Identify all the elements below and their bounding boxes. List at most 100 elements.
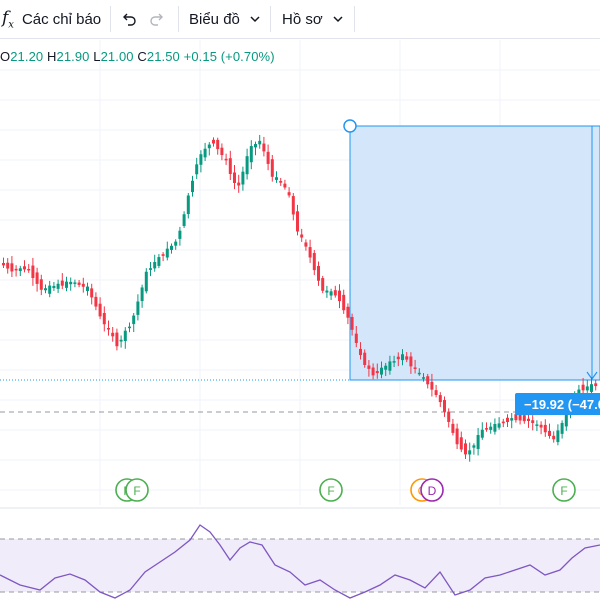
candle-body — [359, 348, 362, 356]
candle-body — [577, 389, 581, 397]
candle-body — [132, 315, 136, 325]
candle-body — [308, 247, 312, 258]
candle-body — [535, 424, 539, 426]
event-marker-circle — [552, 478, 576, 502]
measure-box[interactable] — [349, 125, 600, 381]
measure-anchor-handle[interactable] — [343, 119, 357, 133]
candle-body — [497, 423, 501, 428]
candle-body — [438, 395, 442, 403]
chart-menu-label: Biểu đồ — [189, 10, 240, 28]
candle-body — [392, 361, 396, 363]
candle-body — [270, 159, 274, 177]
candle-body — [136, 301, 140, 315]
event-marker-circle — [125, 478, 149, 502]
candle-body — [585, 386, 589, 391]
candle-body — [401, 354, 404, 361]
candle-body — [65, 281, 68, 288]
candle-body — [153, 261, 157, 269]
candle-body — [405, 356, 409, 360]
candle-body — [451, 423, 455, 433]
chart-menu-button[interactable]: Biểu đồ — [189, 0, 260, 38]
candle-body — [216, 139, 220, 150]
candle-body — [23, 266, 26, 270]
candle-body — [283, 183, 287, 188]
candle-body — [388, 361, 392, 371]
candle-body — [501, 421, 505, 424]
profile-menu-label: Hồ sơ — [282, 10, 323, 28]
candle-body — [182, 214, 186, 226]
candle-body — [552, 435, 556, 440]
candle-body — [35, 272, 39, 284]
candle-body — [522, 415, 526, 422]
candle-body — [518, 414, 522, 421]
candle-body — [413, 367, 417, 369]
candle-body — [489, 426, 493, 430]
candle-body — [375, 371, 379, 374]
candle-body — [560, 422, 564, 434]
candle-body — [539, 424, 543, 428]
candle-body — [434, 390, 438, 396]
candle-body — [258, 140, 262, 145]
candle-body — [338, 290, 341, 302]
candle-body — [493, 424, 497, 432]
candle-body — [422, 377, 425, 379]
candle-body — [128, 326, 131, 329]
toolbar-divider — [110, 6, 111, 32]
candle-body — [178, 230, 182, 239]
candle-body — [363, 352, 367, 365]
indicators-label: Các chỉ báo — [21, 10, 102, 28]
candle-body — [321, 278, 325, 291]
candle-body — [426, 376, 430, 385]
candle-body — [514, 414, 518, 421]
candle-body — [69, 281, 73, 285]
low-key: L — [93, 49, 101, 64]
candle-body — [380, 367, 383, 375]
candle-body — [367, 365, 371, 369]
candle-body — [506, 417, 509, 423]
candle-body — [98, 303, 102, 317]
candles — [2, 134, 598, 462]
candle-body — [510, 418, 514, 421]
candle-body — [56, 283, 60, 289]
candle-body — [18, 268, 22, 272]
candle-body — [384, 365, 388, 370]
candle-body — [342, 294, 346, 311]
candle-body — [203, 148, 207, 158]
top-toolbar: fx Các chỉ báo Biểu đồ Hồ sơ — [0, 0, 600, 39]
candle-body — [73, 282, 77, 284]
candle-body — [443, 400, 446, 412]
candle-body — [354, 333, 358, 343]
candle-body — [396, 356, 400, 360]
fx-icon: fx — [2, 7, 14, 31]
candle-body — [52, 285, 56, 289]
open-key: O — [0, 49, 11, 64]
low-value: 21.00 — [100, 49, 134, 64]
change-value: +0.15 (+0.70%) — [183, 49, 275, 64]
candle-body — [27, 268, 31, 271]
high-key: H — [46, 49, 57, 64]
candle-body — [186, 195, 190, 215]
event-marker: F — [552, 478, 576, 502]
candle-body — [287, 192, 291, 196]
undo-button[interactable] — [120, 0, 142, 38]
candle-body — [291, 196, 295, 215]
candle-body — [14, 268, 18, 271]
redo-button[interactable] — [148, 0, 170, 38]
chevron-down-icon — [333, 16, 343, 23]
candle-body — [581, 384, 585, 391]
high-value: 21.90 — [56, 49, 90, 64]
candle-body — [350, 317, 354, 330]
candle-body — [44, 288, 47, 291]
candle-body — [10, 263, 14, 272]
profile-menu-button[interactable]: Hồ sơ — [282, 0, 343, 38]
indicators-button[interactable]: fx Các chỉ báo — [2, 0, 102, 38]
candle-body — [233, 172, 236, 184]
candle-body — [191, 180, 194, 193]
candle-body — [107, 328, 110, 330]
event-marker-circle — [319, 478, 343, 502]
toolbar-divider — [354, 6, 355, 32]
event-marker-label: F — [560, 484, 567, 498]
event-marker: D — [420, 478, 444, 502]
chevron-down-icon — [250, 16, 260, 23]
